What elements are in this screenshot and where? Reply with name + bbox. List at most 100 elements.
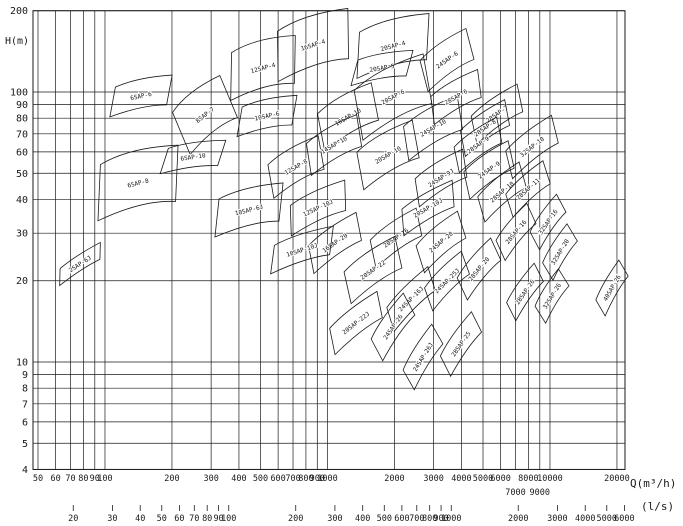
pump-region-label: 24SAP-20 <box>428 230 455 254</box>
pump-region-label: 14SAP-10 <box>320 135 349 156</box>
x-tick-label-ls: 60 <box>174 514 184 524</box>
pump-region: 28SAP-6 <box>430 68 482 126</box>
pump-region-label: 24SAP-9 <box>477 160 502 180</box>
x-tick-label-ls: 30 <box>107 514 117 524</box>
x-tick-label-m3h: 100 <box>97 474 112 484</box>
pump-region-label: 24SAP-9J <box>427 168 455 189</box>
x-tick-label-m3h: 400 <box>231 474 246 484</box>
pump-region: 20SAP-5 <box>350 49 414 87</box>
pump-region-label: 32SAP-20 <box>550 238 571 267</box>
plot-border <box>32 10 626 470</box>
pump-region: 12SAP-8 <box>267 135 325 199</box>
x-tick-label-ls: 500 <box>377 514 392 524</box>
y-tick-label: 50 <box>16 169 28 180</box>
pump-region-label: 16SAP-20 <box>321 232 349 255</box>
x-tick-label-m3h: 800 <box>298 474 313 484</box>
pump-region: 12SAP-4 <box>230 35 296 102</box>
x-tick-label-ls: 200 <box>288 514 303 524</box>
x-tick-label-ls: 4000 <box>575 514 595 524</box>
y-tick-label: 7 <box>22 399 28 410</box>
pump-region-label: 10SAP-10J <box>286 242 319 259</box>
x-tick-label-m3h: 200 <box>164 474 179 484</box>
pump-region-label: 12SAP-8 <box>284 158 310 177</box>
y-tick-label: 70 <box>16 129 28 140</box>
pump-region: 20SAP-22 <box>343 235 403 305</box>
pump-region-label: 10SAP-6 <box>254 110 281 122</box>
y-tick-label: 100 <box>10 88 28 99</box>
x-tick-label-ls: 100 <box>221 514 236 524</box>
y-tick-label: 20 <box>16 276 28 287</box>
pump-region: 10SAP-6J <box>214 182 284 238</box>
x-tick-label-ls: 50 <box>157 514 167 524</box>
x-tick-label-ls: 20 <box>68 514 78 524</box>
pump-region-label: 24SAP-26 <box>382 313 405 341</box>
pump-region: 6SAP-10 <box>159 139 227 175</box>
y-axis-title: H(m) <box>5 36 29 47</box>
x-tick-label-m3h: 500 <box>253 474 268 484</box>
pump-region: 6SAP-8 <box>97 144 179 222</box>
x-tick-label-m3h: 20000 <box>604 474 630 484</box>
x-tick-label-m3h: 9000 <box>530 488 550 498</box>
y-tick-label: 60 <box>16 147 28 158</box>
x-tick-label-m3h: 3000 <box>423 474 443 484</box>
x-tick-label-ls: 600 <box>394 514 409 524</box>
pump-region-label: 6SAP-8 <box>127 177 150 189</box>
x-tick-label-ls: 400 <box>355 514 370 524</box>
x-tick-label-m3h: 7000 <box>505 488 525 498</box>
y-tick-label: 9 <box>22 370 28 381</box>
x-axis-title-secondary: (l/s) <box>641 500 674 513</box>
pump-region-label: 20SAP-16 <box>382 227 410 250</box>
x-tick-label-m3h: 6000 <box>490 474 510 484</box>
x-tick-label-m3h: 10000 <box>537 474 563 484</box>
x-tick-label-ls: 800 <box>422 514 437 524</box>
x-tick-label-m3h: 60 <box>50 474 60 484</box>
pump-region-label: 32SAP-16 <box>537 208 560 236</box>
x-tick-label-m3h: 5000 <box>473 474 493 484</box>
x-tick-label-ls: 900 <box>433 514 448 524</box>
pump-region-label: 32SAP-26 <box>542 282 563 311</box>
x-tick-label-m3h: 600 <box>270 474 285 484</box>
y-tick-label: 4 <box>22 465 28 476</box>
y-tick-label: 200 <box>10 6 28 17</box>
x-axis-title-primary: Q(m³/h) <box>630 477 676 490</box>
pump-region-label: 28SAP-26 <box>514 278 537 306</box>
pump-region-label: 8SAP-7 <box>195 106 217 125</box>
x-tick-label-m3h: 8000 <box>518 474 538 484</box>
x-tick-label-ls: 700 <box>409 514 424 524</box>
pump-region-label: 20SAP-10J <box>412 197 444 219</box>
x-tick-label-m3h: 4000 <box>451 474 471 484</box>
pump-region: 10SAP-6 <box>236 94 298 138</box>
pump-region: 28SAP-25 <box>439 311 483 378</box>
x-tick-label-m3h: 90 <box>90 474 100 484</box>
y-tick-label: 8 <box>22 384 28 395</box>
pump-region-label: 12SAP-4 <box>250 62 277 75</box>
x-tick-label-ls: 300 <box>327 514 342 524</box>
x-tick-label-ls: 80 <box>202 514 212 524</box>
pump-region: 16SAP-20 <box>308 211 362 275</box>
y-tick-label: 10 <box>16 358 28 369</box>
pump-region-label: 32SAP-10 <box>519 136 546 160</box>
pump-region: 28SAP-26 <box>506 262 544 322</box>
pump-region-label: 28SAP-20 <box>467 256 491 283</box>
pump-region-label: 20SAP-10 <box>374 145 403 166</box>
pump-region-label: 6SAP-10 <box>180 152 206 163</box>
x-tick-label-m3h: 80 <box>78 474 88 484</box>
pump-region: 24SAP-25J <box>424 250 470 312</box>
x-tick-label-ls: 5000 <box>597 514 617 524</box>
x-tick-label-ls: 90 <box>213 514 223 524</box>
y-tick-label: 6 <box>22 417 28 428</box>
pump-region: 24SAP-6 <box>419 27 475 93</box>
y-tick-label: 90 <box>16 100 28 111</box>
pump-region-label: 20SAP-5 <box>369 63 395 74</box>
pump-region: 2SAP-6J <box>59 241 101 287</box>
x-tick-label-ls: 2000 <box>508 514 528 524</box>
pump-region: 6SAP-6 <box>109 74 173 118</box>
x-tick-label-m3h: 900 <box>310 474 325 484</box>
pump-region-label: 20SAP-22J <box>341 311 371 337</box>
pump-region: 40SAP-26 <box>595 259 629 317</box>
pump-region: 8SAP-7 <box>172 74 238 156</box>
y-tick-label: 30 <box>16 229 28 240</box>
pump-region: 32SAP-26 <box>534 268 570 324</box>
x-tick-label-m3h: 700 <box>285 474 300 484</box>
